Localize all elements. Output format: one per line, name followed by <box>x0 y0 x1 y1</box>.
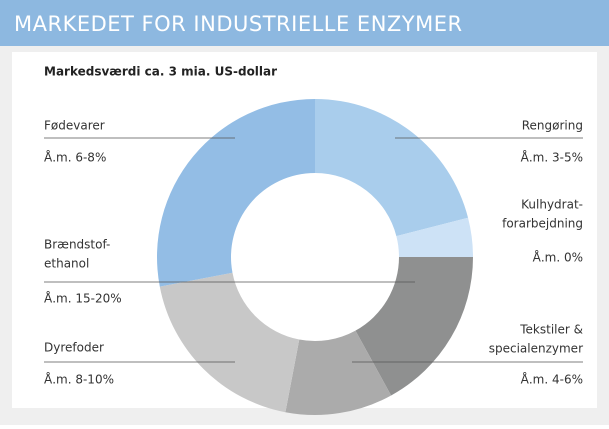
donut-segment <box>285 330 392 415</box>
segment-label: Tekstiler & <box>519 323 583 337</box>
donut-segment <box>355 257 473 396</box>
segment-growth: Å.m. 15-20% <box>44 291 122 306</box>
segment-growth: Å.m. 4-6% <box>521 372 583 387</box>
chart-title: MARKEDET FOR INDUSTRIELLE ENZYMER <box>14 12 463 36</box>
segment-label: Brændstof- <box>44 238 110 252</box>
segment-label: specialenzymer <box>489 342 583 356</box>
segment-growth: Å.m. 8-10% <box>44 372 114 387</box>
segment-growth: Å.m. 6-8% <box>44 150 106 165</box>
segment-growth: Å.m. 3-5% <box>521 150 583 165</box>
segment-label: Rengøring <box>522 119 583 133</box>
donut-segment <box>315 99 469 237</box>
segment-label: forarbejdning <box>502 217 583 231</box>
segment-label: ethanol <box>44 257 89 271</box>
segment-label: Dyrefoder <box>44 341 104 355</box>
segment-label: Fødevarer <box>44 119 105 133</box>
segment-growth: Å.m. 0% <box>533 250 583 265</box>
segment-label: Kulhydrat- <box>521 198 583 212</box>
header-bar <box>0 0 609 46</box>
donut-segment <box>159 272 300 413</box>
donut-segment <box>396 217 473 257</box>
subtitle: Markedsværdi ca. 3 mia. US-dollar <box>44 65 277 79</box>
donut-segment <box>157 99 315 287</box>
